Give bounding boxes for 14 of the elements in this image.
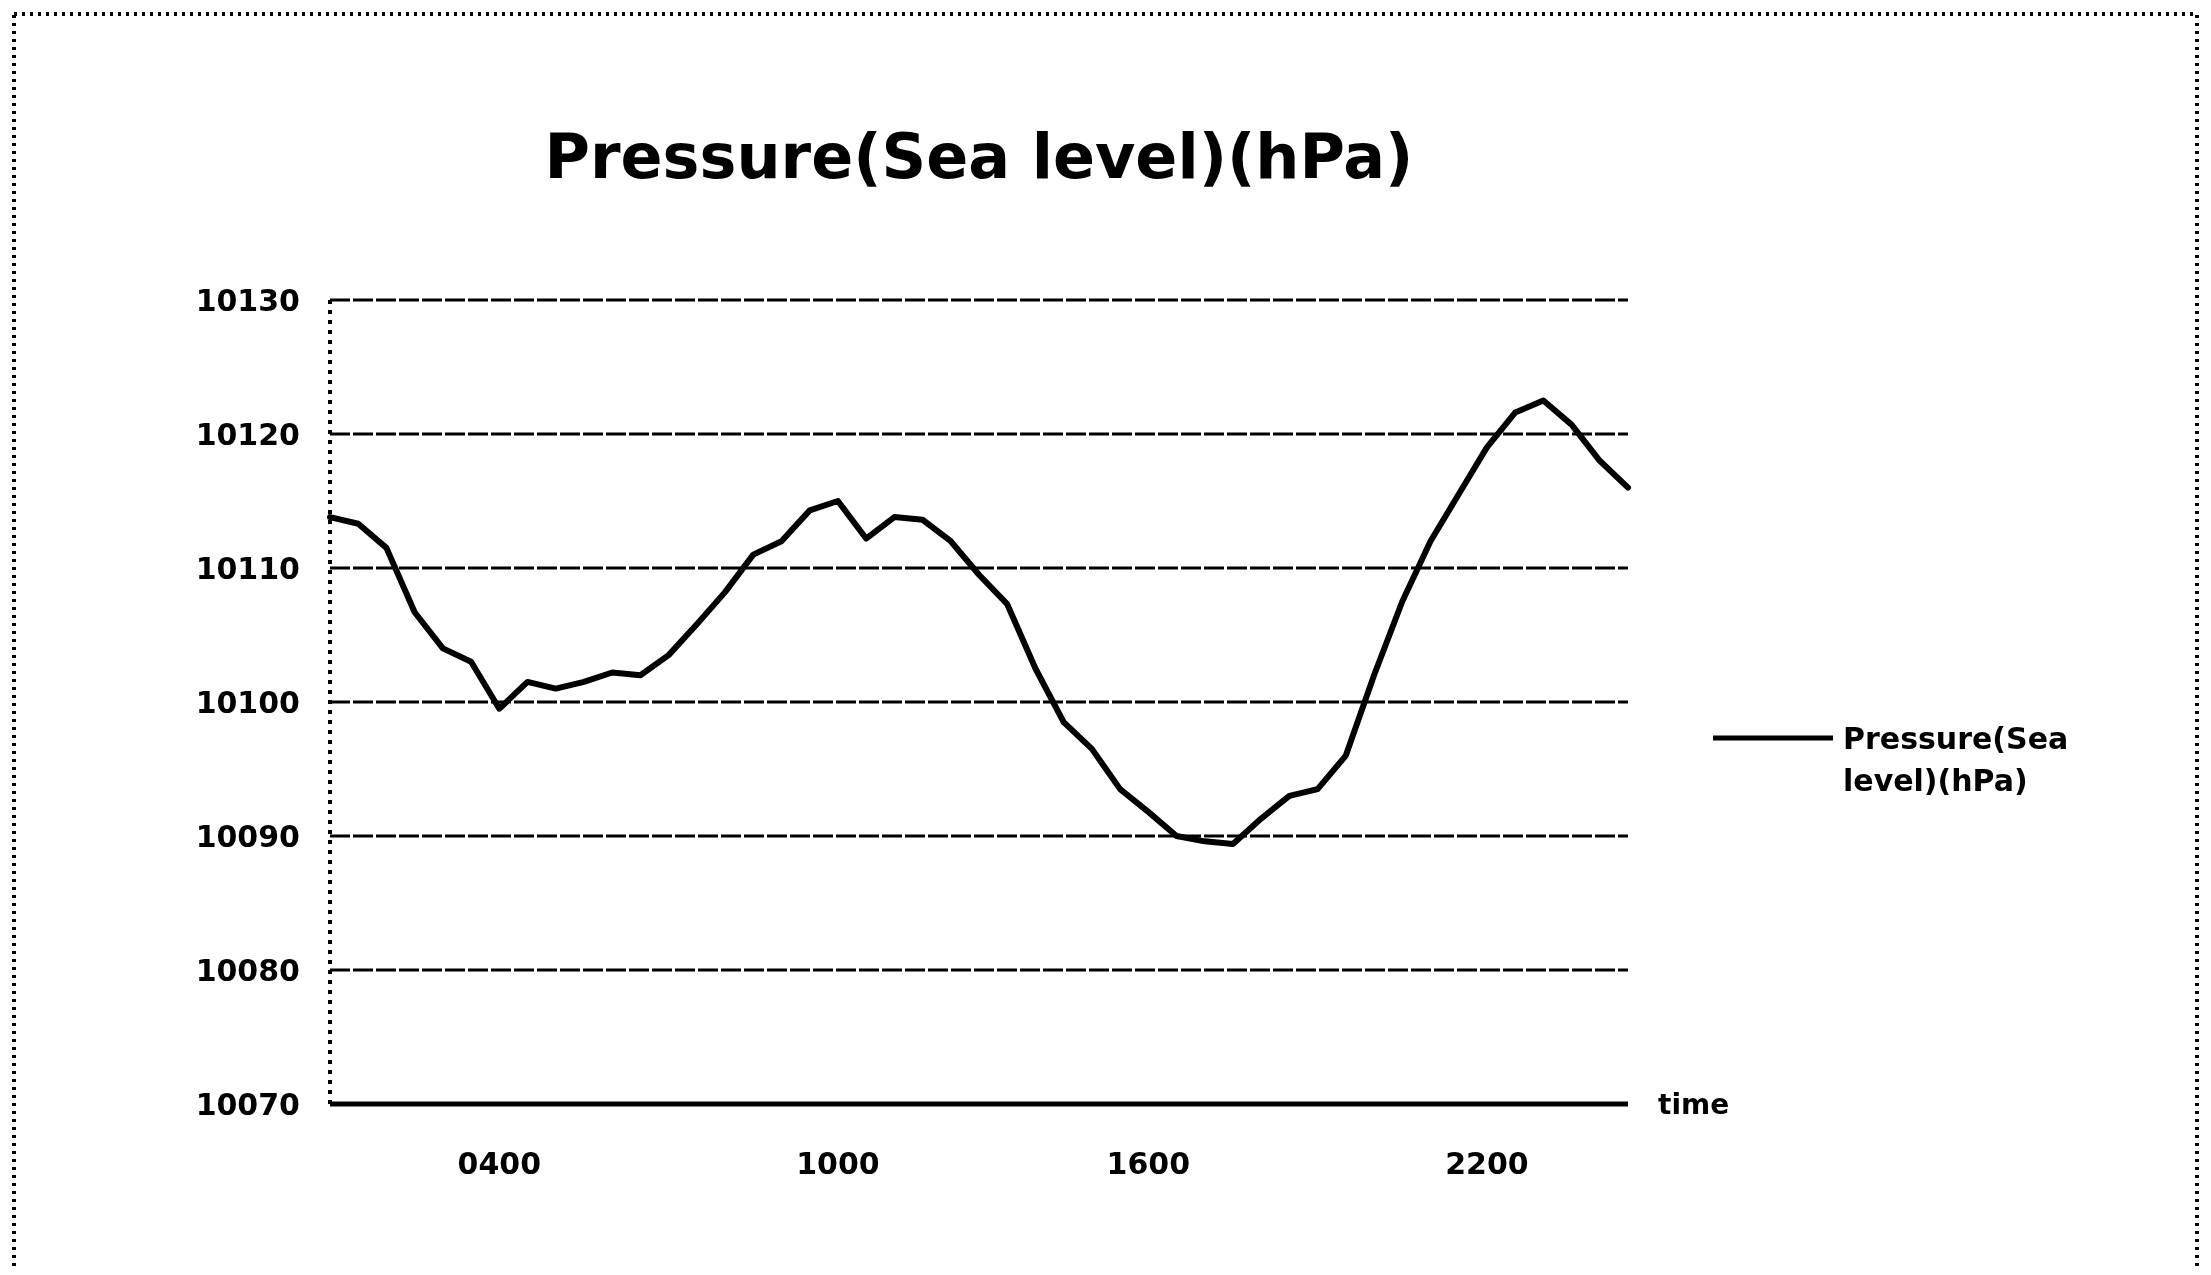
y-tick-label: 10100 bbox=[195, 684, 300, 720]
y-tick-label: 10080 bbox=[195, 952, 300, 988]
x-tick-label: 1000 bbox=[796, 1146, 880, 1181]
x-axis-title: time bbox=[1658, 1087, 1730, 1121]
x-tick-label: 2200 bbox=[1445, 1146, 1529, 1181]
y-tick-label: 10130 bbox=[195, 282, 300, 318]
y-tick-label: 10090 bbox=[195, 818, 300, 854]
legend-label: Pressure(Sea level)(hPa) bbox=[1843, 720, 2069, 798]
chart-title: Pressure(Sea level)(hPa) bbox=[544, 120, 1414, 193]
x-tick-label: 1600 bbox=[1106, 1146, 1191, 1181]
y-tick-label: 10110 bbox=[195, 550, 300, 586]
x-tick-label: 0400 bbox=[457, 1146, 542, 1181]
y-tick-label: 10120 bbox=[195, 416, 300, 452]
y-tick-label: 10070 bbox=[195, 1086, 300, 1122]
